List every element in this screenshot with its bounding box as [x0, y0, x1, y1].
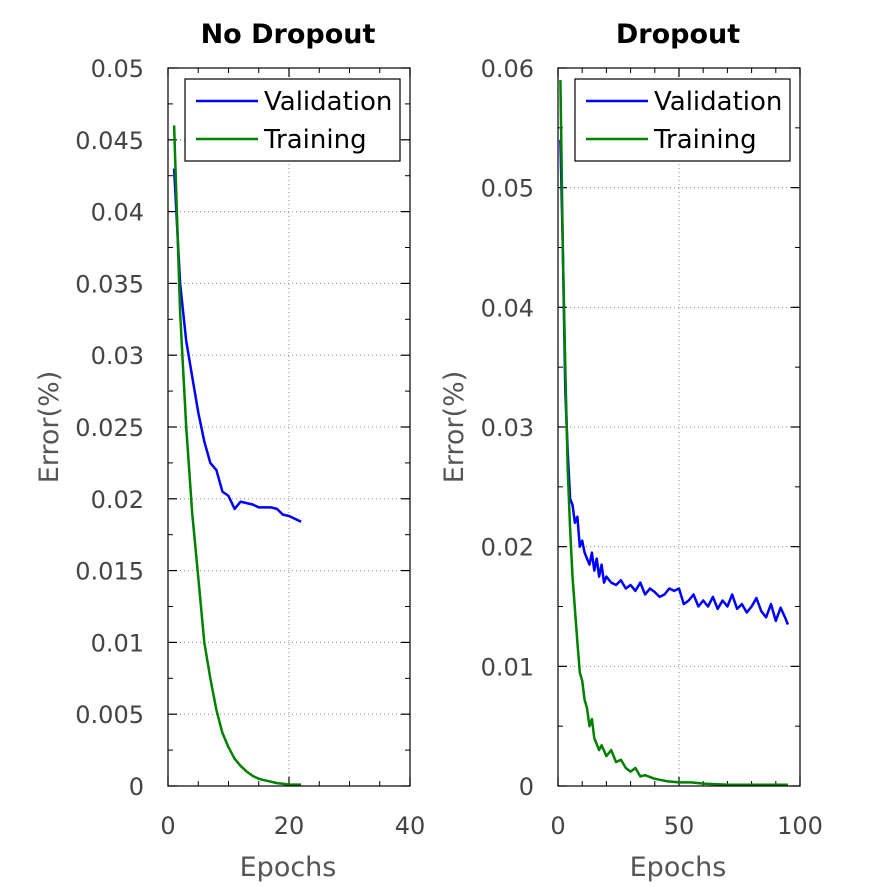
y-tick-label: 0.04	[481, 294, 534, 322]
axis-ticks: 0 0.01 0.02 0.03 0.04 0.05 0.06 0 50 100	[481, 55, 823, 840]
legend-label-training: Training	[653, 125, 757, 155]
series-lines	[172, 125, 302, 786]
y-tick-label: 0	[129, 773, 144, 801]
y-tick-label: 0.035	[75, 270, 144, 298]
y-tick-label: 0.05	[91, 55, 144, 83]
legend-label-validation: Validation	[654, 87, 782, 117]
series-line-validation	[559, 139, 790, 625]
grid	[558, 68, 800, 786]
y-tick-label: 0.045	[75, 127, 144, 155]
x-tick-label: 100	[777, 812, 823, 840]
x-tick-label: 50	[664, 812, 695, 840]
plot-frame	[167, 67, 411, 787]
dropout-chart: Dropout Error(%) Epochs 0 0.01 0.02 0.03 0.0…	[439, 19, 823, 883]
y-tick-label: 0.01	[481, 653, 534, 681]
y-tick-label: 0.03	[91, 342, 144, 370]
x-tick-label: 20	[274, 812, 305, 840]
x-tick-label: 0	[550, 812, 565, 840]
y-tick-label: 0.015	[75, 558, 144, 586]
x-axis-label: Epochs	[240, 852, 337, 883]
axis-ticks: 0 0.005 0.01 0.015 0.02 0.025 0.03 0.035 0.04 0.0…	[75, 55, 425, 840]
legend: Validation Training	[184, 78, 401, 162]
y-tick-label: 0	[519, 773, 534, 801]
legend-label-validation: Validation	[264, 87, 392, 117]
no-dropout-chart: No Dropout Error(%) Epochs 0 0.005 0.01 0.0…	[34, 19, 425, 883]
y-tick-label: 0.02	[91, 486, 144, 514]
y-tick-label: 0.005	[75, 701, 144, 729]
x-tick-label: 0	[160, 812, 175, 840]
y-tick-label: 0.025	[75, 414, 144, 442]
legend-label-training: Training	[263, 125, 367, 155]
x-tick-label: 40	[395, 812, 426, 840]
series-lines	[559, 79, 790, 787]
series-line-training	[172, 125, 302, 786]
y-tick-label: 0.06	[481, 55, 534, 83]
grid	[168, 68, 410, 786]
y-tick-label: 0.02	[481, 534, 534, 562]
plot-frame	[557, 67, 801, 787]
series-line-training	[559, 79, 788, 787]
chart-title: Dropout	[616, 19, 740, 50]
legend-box	[574, 78, 791, 162]
x-axis-label: Epochs	[630, 852, 727, 883]
y-tick-label: 0.04	[91, 199, 144, 227]
y-tick-label: 0.03	[481, 414, 534, 442]
legend: Validation Training	[574, 78, 791, 162]
chart-title: No Dropout	[201, 19, 376, 50]
y-tick-label: 0.05	[481, 175, 534, 203]
y-axis-label: Error(%)	[439, 371, 470, 484]
legend-box	[184, 78, 401, 162]
y-tick-label: 0.01	[91, 629, 144, 657]
y-axis-label: Error(%)	[34, 371, 65, 484]
series-line-validation	[172, 168, 302, 523]
